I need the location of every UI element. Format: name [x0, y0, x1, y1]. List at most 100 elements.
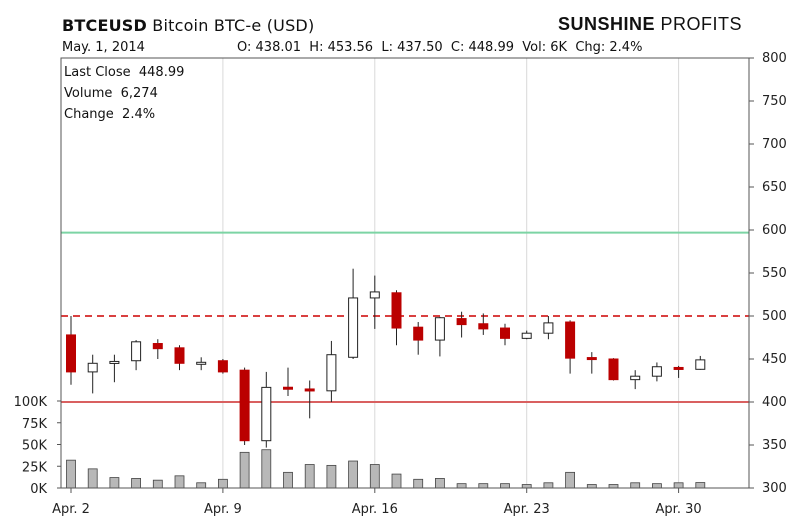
candle-body	[196, 361, 207, 365]
volume-bar	[608, 484, 619, 489]
candles	[66, 268, 706, 448]
volume-bar	[521, 484, 532, 489]
candle-body	[500, 327, 510, 339]
candle-body	[87, 362, 98, 373]
volume-bars	[66, 449, 706, 489]
candle-body	[478, 323, 489, 330]
volume-bar	[695, 482, 706, 489]
candle-body	[348, 297, 359, 358]
volume-bar	[261, 449, 272, 489]
horizontal-levels	[61, 231, 749, 403]
volume-bar	[673, 482, 684, 489]
candle-body	[456, 318, 467, 326]
volume-bar	[196, 482, 207, 489]
volume-bar	[478, 483, 489, 489]
volume-tick-label: 0K	[30, 482, 47, 497]
volume-bar	[586, 484, 597, 489]
volume-tick-label: 25K	[22, 460, 48, 475]
x-tick-label: Apr. 16	[352, 502, 398, 517]
ohlc-readout: O: 438.01 H: 453.56 L: 437.50 C: 448.99 …	[237, 40, 643, 55]
volume-bar	[326, 464, 337, 489]
symbol-label: BTCEUSD	[62, 16, 147, 35]
candle-body	[565, 321, 576, 359]
candle-body	[651, 366, 662, 377]
candle-body	[239, 369, 250, 442]
volume-bar	[500, 483, 510, 489]
candle-body	[217, 360, 228, 373]
price-tick-label: 700	[762, 137, 787, 152]
candle-body	[304, 388, 315, 392]
candle-body	[261, 386, 272, 442]
candle-body	[630, 375, 641, 381]
volume-row: Volume 6,274	[64, 86, 158, 101]
price-tick-label: 600	[762, 223, 787, 238]
candle-body	[66, 334, 76, 373]
volume-bar	[630, 482, 641, 489]
volume-bar	[283, 471, 293, 489]
volume-bar	[456, 483, 467, 489]
volume-bar	[348, 460, 359, 489]
candle-body	[152, 343, 163, 350]
volume-bar	[369, 464, 380, 489]
volume-bar	[239, 451, 250, 489]
candle-body	[131, 341, 142, 362]
volume-bar	[304, 464, 315, 489]
grid	[222, 58, 680, 488]
candle-body	[543, 322, 554, 334]
candle-body	[174, 347, 185, 364]
candle-body	[673, 366, 684, 370]
volume-bar	[413, 478, 424, 489]
volume-bar	[652, 483, 662, 489]
price-tick-label: 800	[762, 51, 787, 66]
change-short-value: 2.4%	[609, 40, 643, 55]
price-tick-label: 400	[762, 395, 787, 410]
price-tick-label: 300	[762, 481, 787, 496]
price-tick-label: 650	[762, 180, 787, 195]
price-tick-label: 550	[762, 266, 787, 281]
volume-bar	[87, 468, 98, 489]
volume-short-value: 6K	[550, 40, 568, 55]
x-tick-label: Apr. 9	[204, 502, 242, 517]
candle-body	[608, 358, 619, 381]
volume-tick-label: 50K	[22, 439, 48, 454]
volume-bar	[543, 482, 554, 489]
volume-bar	[434, 478, 445, 489]
axes: 300 350 400 450 500 550 600 650 700 750 800 0K 25K 50…	[14, 51, 787, 517]
volume-bar	[174, 475, 185, 489]
x-tick-label: Apr. 30	[656, 502, 702, 517]
volume-bar	[565, 471, 575, 489]
chart-title: BTCEUSD Bitcoin BTC-e (USD)	[62, 16, 314, 35]
price-tick-label: 450	[762, 352, 787, 367]
candle-body	[109, 360, 120, 364]
volume-bar	[109, 477, 120, 489]
brand-logo: SUNSHINE PROFITS	[557, 14, 742, 34]
price-tick-label: 350	[762, 438, 787, 453]
open-value: 438.01	[255, 40, 302, 55]
low-value: 437.50	[397, 40, 443, 55]
last-close-row: Last Close 448.99	[64, 65, 185, 80]
plot-frame	[60, 57, 750, 489]
change-row: Change 2.4%	[64, 107, 156, 122]
price-tick-label: 500	[762, 309, 787, 324]
volume-bar	[131, 478, 142, 489]
volume-bar	[217, 478, 228, 489]
candle-body	[391, 292, 402, 329]
volume-bar	[391, 473, 402, 489]
candle-body	[283, 386, 293, 390]
candle-body	[434, 317, 445, 341]
volume-tick-label: 100K	[14, 395, 48, 410]
candle-body	[695, 359, 706, 370]
x-tick-label: Apr. 2	[52, 502, 90, 517]
high-value: 453.56	[327, 40, 374, 55]
candle-body	[369, 291, 380, 299]
candle-body	[326, 354, 337, 392]
volume-bar	[66, 459, 76, 489]
close-value: 448.99	[468, 40, 515, 55]
candle-body	[521, 332, 532, 339]
volume-bar	[152, 479, 163, 489]
candle-body	[413, 326, 424, 341]
volume-tick-label: 75K	[22, 417, 48, 432]
instrument-name: Bitcoin BTC-e (USD)	[152, 16, 315, 35]
price-tick-label: 750	[762, 94, 787, 109]
